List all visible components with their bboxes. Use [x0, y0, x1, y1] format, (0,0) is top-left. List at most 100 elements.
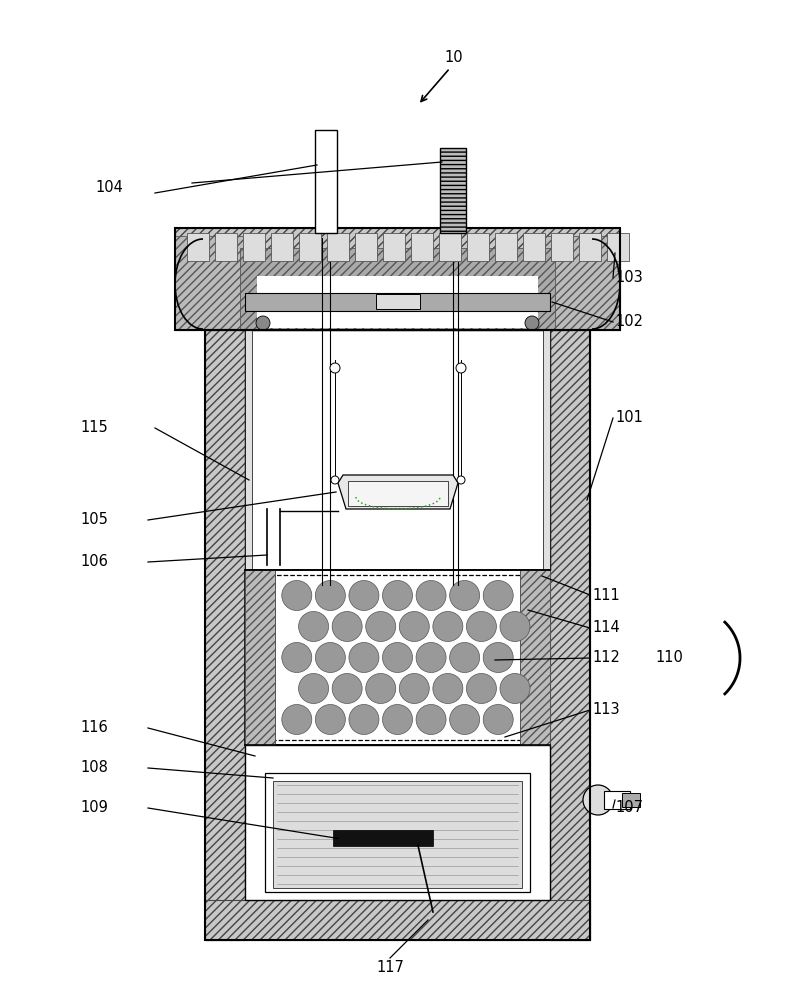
- Text: 105: 105: [80, 512, 108, 528]
- Bar: [439, 233, 461, 261]
- Circle shape: [416, 704, 446, 734]
- Text: 10: 10: [445, 50, 463, 66]
- Text: 115: 115: [80, 420, 107, 436]
- Text: 112: 112: [592, 650, 620, 666]
- Bar: [551, 233, 573, 261]
- Bar: [315, 130, 337, 233]
- Bar: [333, 830, 433, 846]
- Circle shape: [483, 580, 513, 610]
- Circle shape: [457, 476, 465, 484]
- Circle shape: [466, 611, 497, 642]
- Bar: [250, 575, 545, 740]
- Bar: [175, 228, 620, 330]
- Circle shape: [500, 611, 530, 642]
- Text: 106: 106: [80, 554, 108, 570]
- Bar: [175, 228, 620, 330]
- Circle shape: [365, 674, 396, 704]
- Circle shape: [315, 704, 345, 734]
- Circle shape: [450, 580, 480, 610]
- Bar: [265, 773, 530, 892]
- Circle shape: [456, 363, 466, 373]
- Circle shape: [256, 316, 270, 330]
- Circle shape: [450, 704, 480, 734]
- Polygon shape: [338, 475, 458, 509]
- Bar: [273, 781, 522, 888]
- Circle shape: [483, 704, 513, 734]
- Bar: [520, 570, 550, 745]
- Bar: [257, 276, 538, 328]
- Bar: [440, 148, 466, 233]
- Bar: [299, 233, 321, 261]
- Text: 116: 116: [80, 720, 107, 736]
- Text: 114: 114: [592, 620, 620, 636]
- Bar: [245, 570, 550, 745]
- Circle shape: [349, 580, 379, 610]
- Bar: [175, 236, 250, 330]
- Circle shape: [349, 643, 379, 672]
- Text: 101: 101: [615, 410, 643, 426]
- Text: 109: 109: [80, 800, 108, 816]
- Bar: [622, 793, 640, 807]
- Text: 104: 104: [95, 180, 123, 196]
- Bar: [215, 233, 237, 261]
- Bar: [411, 233, 433, 261]
- Bar: [383, 233, 405, 261]
- Circle shape: [383, 643, 412, 672]
- Circle shape: [400, 611, 429, 642]
- Circle shape: [416, 580, 446, 610]
- Bar: [348, 481, 448, 506]
- Bar: [245, 745, 550, 900]
- Bar: [327, 233, 349, 261]
- Bar: [543, 330, 550, 570]
- Circle shape: [433, 611, 462, 642]
- Bar: [523, 233, 545, 261]
- Circle shape: [349, 704, 379, 734]
- Bar: [205, 330, 245, 940]
- Bar: [245, 330, 550, 570]
- Text: 110: 110: [655, 650, 683, 666]
- Circle shape: [383, 704, 412, 734]
- Bar: [271, 233, 293, 261]
- Circle shape: [282, 643, 312, 672]
- Circle shape: [433, 674, 462, 704]
- Circle shape: [416, 643, 446, 672]
- Text: 102: 102: [615, 314, 643, 330]
- Circle shape: [500, 674, 530, 704]
- Circle shape: [583, 785, 613, 815]
- Bar: [240, 248, 555, 330]
- Text: 113: 113: [592, 702, 619, 718]
- Bar: [604, 791, 630, 809]
- Circle shape: [315, 643, 345, 672]
- Bar: [495, 233, 517, 261]
- Circle shape: [332, 674, 362, 704]
- Bar: [355, 233, 377, 261]
- Bar: [467, 233, 489, 261]
- Bar: [550, 330, 590, 940]
- Circle shape: [400, 674, 429, 704]
- Text: 111: 111: [592, 587, 620, 602]
- Circle shape: [450, 643, 480, 672]
- Circle shape: [365, 611, 396, 642]
- Text: 103: 103: [615, 270, 642, 286]
- Bar: [245, 293, 550, 311]
- Bar: [205, 330, 590, 940]
- Circle shape: [332, 611, 362, 642]
- Circle shape: [298, 611, 329, 642]
- Bar: [579, 233, 601, 261]
- Circle shape: [330, 363, 340, 373]
- Circle shape: [383, 580, 412, 610]
- Circle shape: [282, 580, 312, 610]
- Circle shape: [525, 316, 539, 330]
- Bar: [187, 233, 209, 261]
- Circle shape: [298, 674, 329, 704]
- Bar: [245, 570, 275, 745]
- Bar: [205, 900, 590, 940]
- Bar: [607, 233, 629, 261]
- Bar: [243, 233, 265, 261]
- Bar: [376, 294, 420, 309]
- Circle shape: [331, 476, 339, 484]
- Text: 108: 108: [80, 760, 108, 776]
- Text: 117: 117: [376, 960, 404, 976]
- Circle shape: [483, 643, 513, 672]
- Bar: [245, 330, 252, 570]
